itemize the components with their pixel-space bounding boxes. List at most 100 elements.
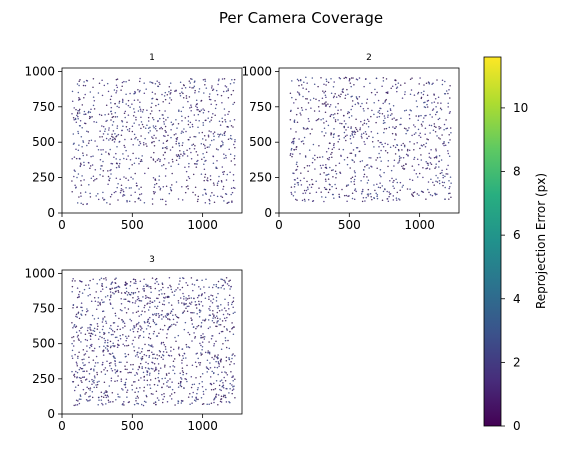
scatter-point bbox=[227, 138, 230, 140]
scatter-point bbox=[77, 338, 80, 340]
scatter-point bbox=[195, 304, 198, 306]
scatter-point bbox=[397, 162, 399, 164]
scatter-point bbox=[394, 133, 397, 135]
scatter-point bbox=[146, 285, 149, 287]
scatter-point bbox=[208, 198, 210, 201]
scatter-point bbox=[116, 380, 119, 382]
scatter-point bbox=[207, 179, 209, 182]
scatter-point bbox=[102, 354, 105, 356]
scatter-point bbox=[416, 142, 418, 144]
x-tick-label: 0 bbox=[275, 218, 283, 232]
scatter-point bbox=[147, 362, 149, 365]
scatter-point bbox=[79, 78, 81, 81]
scatter-point bbox=[398, 198, 400, 200]
scatter-point bbox=[140, 159, 143, 161]
scatter-point bbox=[128, 167, 131, 170]
scatter-point bbox=[102, 318, 104, 321]
scatter-point bbox=[180, 110, 183, 113]
scatter-point bbox=[135, 300, 137, 302]
scatter-point bbox=[146, 124, 148, 127]
scatter-point bbox=[84, 338, 87, 341]
scatter-point bbox=[80, 377, 82, 379]
scatter-point bbox=[353, 180, 355, 183]
scatter-point bbox=[141, 111, 144, 113]
scatter-point bbox=[186, 305, 189, 308]
scatter-point bbox=[449, 192, 451, 194]
y-tick-label: 1000 bbox=[241, 64, 272, 78]
scatter-point bbox=[71, 336, 73, 339]
scatter-point bbox=[356, 98, 359, 100]
scatter-point bbox=[218, 365, 220, 367]
scatter-point bbox=[218, 332, 221, 335]
scatter-point bbox=[155, 335, 158, 337]
scatter-point bbox=[121, 318, 123, 321]
scatter-point bbox=[406, 129, 408, 132]
scatter-point bbox=[386, 198, 389, 200]
scatter-point bbox=[185, 282, 187, 284]
scatter-point bbox=[387, 114, 389, 116]
scatter-point bbox=[188, 177, 191, 180]
scatter-point bbox=[195, 365, 198, 368]
scatter-point bbox=[157, 103, 160, 106]
scatter-point bbox=[149, 126, 151, 129]
scatter-point bbox=[230, 138, 233, 140]
scatter-point bbox=[312, 97, 315, 100]
scatter-point bbox=[217, 362, 220, 364]
scatter-point bbox=[209, 120, 211, 123]
scatter-point bbox=[331, 148, 334, 150]
scatter-point bbox=[78, 108, 81, 111]
scatter-point bbox=[415, 173, 418, 175]
scatter-point bbox=[354, 127, 357, 129]
scatter-point bbox=[216, 182, 219, 184]
scatter-point bbox=[200, 142, 203, 145]
scatter-point bbox=[409, 188, 411, 190]
scatter-point bbox=[125, 81, 127, 83]
scatter-point bbox=[134, 279, 137, 281]
scatter-point bbox=[412, 124, 415, 126]
scatter-point bbox=[143, 82, 145, 84]
scatter-point bbox=[85, 378, 88, 380]
scatter-point bbox=[308, 120, 310, 122]
scatter-point bbox=[89, 196, 92, 198]
scatter-point bbox=[109, 196, 112, 198]
scatter-point bbox=[155, 277, 158, 280]
scatter-point bbox=[425, 167, 427, 170]
scatter-point bbox=[98, 346, 101, 348]
scatter-point bbox=[147, 344, 150, 346]
y-tick-label: 250 bbox=[32, 372, 55, 386]
scatter-point bbox=[163, 303, 166, 306]
scatter-point bbox=[210, 119, 212, 121]
scatter-point bbox=[311, 178, 313, 181]
scatter-point bbox=[169, 149, 172, 151]
scatter-point bbox=[211, 116, 213, 119]
scatter-point bbox=[207, 319, 210, 321]
scatter-point bbox=[116, 186, 118, 189]
scatter-point bbox=[140, 329, 142, 331]
scatter-point bbox=[408, 117, 411, 120]
scatter-point bbox=[211, 370, 213, 373]
scatter-point bbox=[230, 124, 233, 127]
y-tick-label: 500 bbox=[249, 135, 272, 149]
scatter-point bbox=[289, 92, 292, 95]
scatter-point bbox=[325, 84, 327, 86]
scatter-point bbox=[170, 129, 172, 131]
scatter-point bbox=[346, 112, 349, 115]
scatter-point bbox=[73, 374, 75, 377]
scatter-point bbox=[127, 335, 130, 337]
scatter-point bbox=[348, 79, 351, 82]
scatter-point bbox=[152, 368, 154, 370]
scatter-point bbox=[154, 278, 157, 281]
scatter-point bbox=[127, 99, 130, 102]
scatter-point bbox=[435, 155, 438, 157]
scatter-point bbox=[210, 388, 213, 391]
scatter-point bbox=[138, 291, 140, 293]
scatter-point bbox=[99, 301, 101, 304]
scatter-point bbox=[373, 113, 375, 116]
scatter-point bbox=[441, 79, 444, 81]
scatter-point bbox=[105, 320, 107, 323]
scatter-point bbox=[382, 102, 384, 105]
scatter-point bbox=[154, 287, 157, 290]
scatter-point bbox=[179, 372, 181, 375]
scatter-point bbox=[153, 363, 156, 365]
scatter-point bbox=[163, 293, 166, 295]
